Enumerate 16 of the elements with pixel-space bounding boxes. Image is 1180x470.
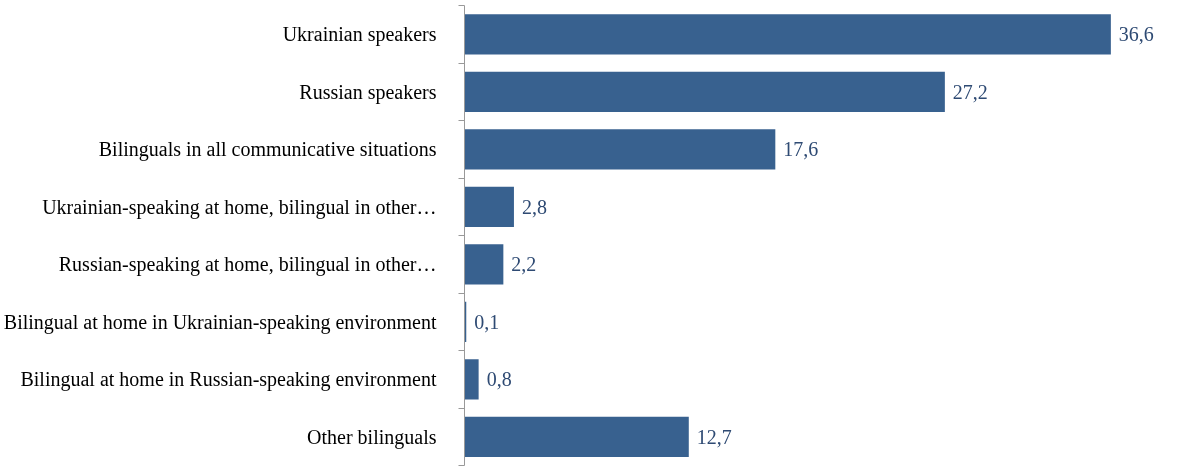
y-tick-label: Ukrainian speakers (282, 23, 437, 47)
y-tick-label: Bilingual at home in Ukrainian-speaking environment (3, 310, 437, 334)
data-label: 12,7 (696, 425, 732, 448)
data-label: 36,6 (1118, 23, 1154, 46)
data-label: 0,1 (474, 310, 500, 333)
data-label: 17,6 (783, 138, 819, 161)
data-label: 2,2 (511, 253, 537, 276)
y-tick-label: Russian speakers (299, 80, 437, 104)
y-tick-label: Bilingual at home in Russian-speaking environment (20, 368, 437, 392)
data-label: 2,8 (521, 195, 547, 218)
y-tick-label: Other bilinguals (307, 425, 437, 449)
y-tick-label: Russian-speaking at home, bilingual in other… (58, 253, 437, 277)
data-label: 27,2 (952, 80, 988, 103)
data-label: 0,8 (486, 368, 512, 391)
y-tick-label: Bilinguals in all communicative situations (98, 138, 437, 162)
y-tick-label: Ukrainian-speaking at home, bilingual in other… (42, 195, 437, 219)
